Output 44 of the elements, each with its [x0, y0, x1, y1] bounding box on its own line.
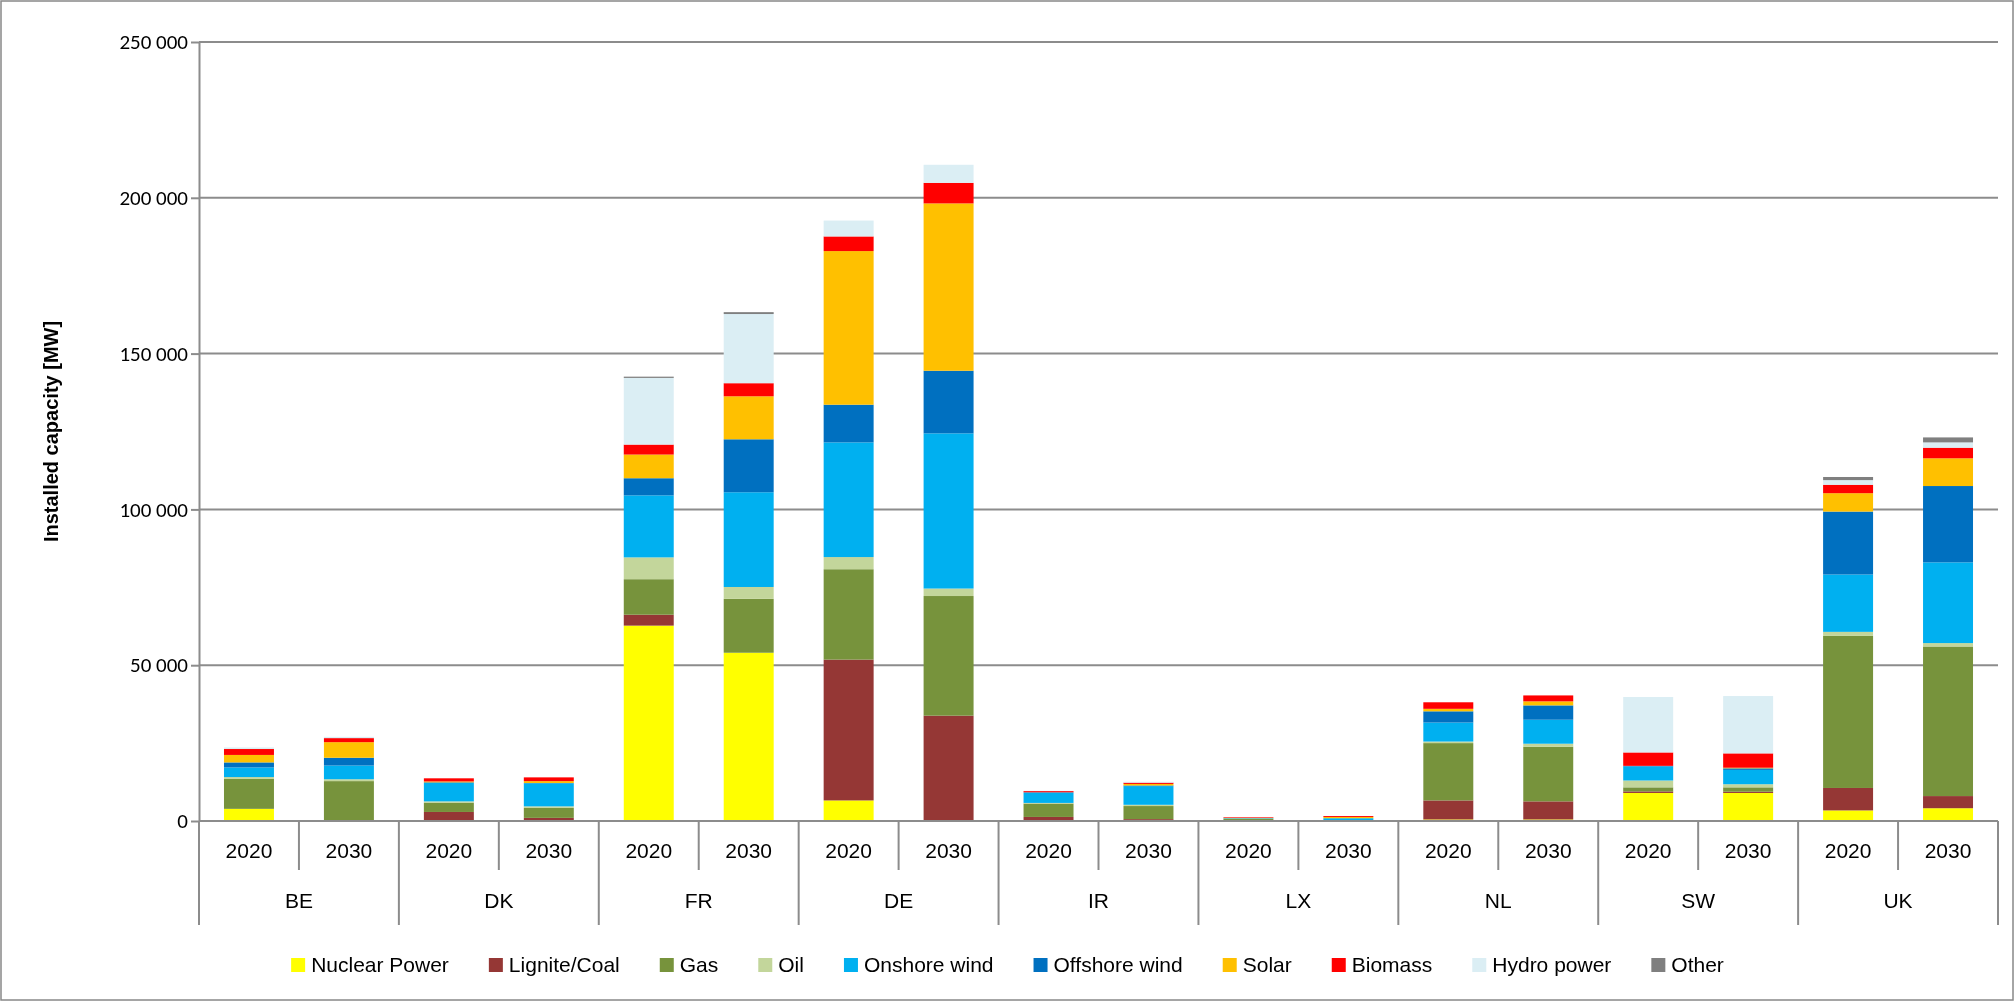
x-tick-label: 2030 — [1325, 839, 1372, 862]
y-tick-label: 250 000 — [119, 29, 189, 56]
y-axis-title: Installed capacity [MW] — [40, 320, 62, 543]
x-tick-label: 2020 — [425, 839, 473, 862]
x-tick-label: 2020 — [1025, 839, 1072, 862]
x-tick-label: 2030 — [925, 839, 972, 862]
text: LX — [1285, 889, 1312, 912]
legend-label: Nuclear Power — [311, 953, 449, 976]
text: UK — [1883, 889, 1913, 912]
x-tick-label: 2030 — [325, 839, 373, 862]
legend-label: Other — [1671, 953, 1724, 976]
legend-label: Offshore wind — [1053, 953, 1183, 976]
x-tick-label: 2020 — [1624, 839, 1672, 862]
legend-label: Solar — [1242, 953, 1292, 976]
y-tick-label: 50 000 — [130, 652, 189, 679]
text: DE — [884, 889, 914, 912]
x-tick-label: 2020 — [825, 839, 872, 862]
legend-label: Oil — [778, 953, 804, 976]
text: NL — [1484, 889, 1512, 912]
legend-label: Hydro power — [1492, 953, 1612, 976]
text: DK — [484, 889, 514, 912]
x-tick-label: 2030 — [1524, 839, 1572, 862]
x-tick-label: 2020 — [1824, 839, 1872, 862]
legend-label: Onshore wind — [863, 953, 994, 976]
x-tick-label: 2020 — [1424, 839, 1472, 862]
legend-label: Biomass — [1351, 953, 1433, 976]
y-tick-label: 150 000 — [119, 340, 189, 367]
legend-label: Lignite/Coal — [508, 953, 620, 976]
legend-label: Gas — [679, 953, 719, 976]
x-tick-label: 2020 — [225, 839, 273, 862]
x-tick-label: 2030 — [725, 839, 773, 862]
y-tick-label: 200 000 — [119, 185, 189, 212]
x-tick-label: 2030 — [1924, 839, 1972, 862]
text: IR — [1088, 889, 1109, 912]
y-tick-label: 0 — [177, 808, 189, 835]
x-tick-label: 2030 — [525, 839, 573, 862]
x-tick-label: 2030 — [1724, 839, 1772, 862]
text: BE — [284, 889, 313, 912]
x-tick-label: 2030 — [1125, 839, 1172, 862]
text: SW — [1681, 889, 1716, 912]
x-tick-label: 2020 — [1225, 839, 1272, 862]
y-tick-label: 100 000 — [119, 496, 189, 523]
text: FR — [684, 889, 713, 912]
x-tick-label: 2020 — [625, 839, 673, 862]
